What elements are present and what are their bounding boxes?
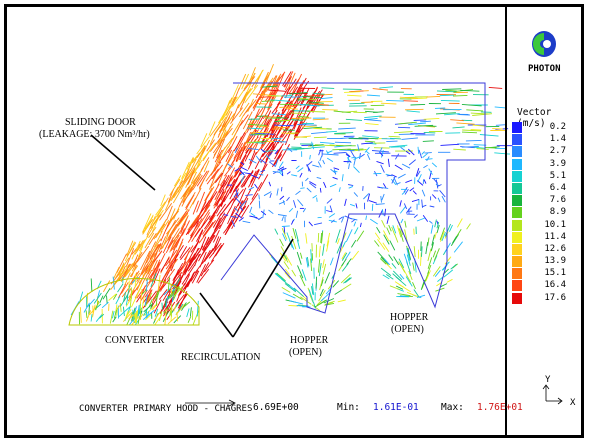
- legend-value: 16.4: [544, 280, 566, 291]
- legend-swatch: [512, 280, 522, 292]
- legend-value: 6.4: [549, 182, 566, 193]
- legend-value: 5.1: [549, 170, 566, 181]
- legend-value: 8.9: [549, 207, 566, 218]
- hopper-2-status: (OPEN): [391, 324, 424, 335]
- axis-y-label: Y: [545, 375, 551, 385]
- legend-swatch: [512, 170, 522, 182]
- legend-swatch: [512, 207, 522, 219]
- legend-value: 10.1: [544, 219, 566, 230]
- legend-value: 15.1: [544, 268, 566, 279]
- max-label: Max:: [441, 402, 464, 413]
- legend-swatch: [512, 195, 522, 207]
- legend-title: Vector (m/s): [517, 107, 552, 129]
- legend-swatch: [512, 146, 522, 158]
- legend-value: 13.9: [544, 256, 566, 267]
- leader-lines: [90, 134, 294, 407]
- legend-swatch: [512, 134, 522, 146]
- legend-swatch: [512, 158, 522, 170]
- legend-value: 12.6: [544, 243, 566, 254]
- legend-value: 2.7: [549, 146, 566, 157]
- max-value: 1.76E+01: [477, 402, 523, 413]
- legend-swatch: [512, 243, 522, 255]
- plot-window: SLIDING DOOR (LEAKAGE: 3700 Nm³/hr) CONV…: [4, 4, 584, 438]
- legend-swatch: [512, 182, 522, 194]
- photon-logo-icon: [532, 31, 556, 57]
- legend-value: 11.4: [544, 231, 566, 242]
- recirculation-label: RECIRCULATION: [181, 352, 261, 363]
- sliding-door-leakage-label: (LEAKAGE: 3700 Nm³/hr): [39, 129, 150, 140]
- min-value: 1.61E-01: [373, 402, 419, 413]
- hopper-1-label: HOPPER: [290, 335, 329, 346]
- hood-outline: [68, 82, 486, 326]
- legend-value: 3.9: [549, 158, 566, 169]
- legend-swatch: [512, 219, 522, 231]
- legend-swatch: [512, 231, 522, 243]
- brand-name: PHOTON: [528, 64, 561, 74]
- vector-field-plot: [68, 64, 563, 407]
- panel-divider: [505, 7, 507, 435]
- sliding-door-label: SLIDING DOOR: [65, 117, 136, 128]
- legend-swatch: [512, 256, 522, 268]
- velocity-vectors: [70, 64, 513, 326]
- hopper-1-status: (OPEN): [289, 347, 322, 358]
- legend-value: 17.6: [544, 292, 566, 303]
- legend-value: 0.2: [549, 122, 566, 132]
- legend-swatch: [512, 268, 522, 280]
- converter-label: CONVERTER: [105, 335, 165, 346]
- legend-value: 1.4: [549, 134, 566, 145]
- reference-vector-value: 6.69E+00: [253, 402, 299, 413]
- min-label: Min:: [337, 402, 360, 413]
- plot-caption: CONVERTER PRIMARY HOOD - CHAGRES: [79, 404, 253, 414]
- legend-swatch: [512, 292, 522, 304]
- hopper-2-label: HOPPER: [390, 312, 429, 323]
- legend-value: 7.6: [549, 195, 566, 206]
- axis-x-label: X: [570, 398, 576, 408]
- axis-triad-icon: [542, 384, 563, 405]
- legend-swatch: [512, 122, 522, 133]
